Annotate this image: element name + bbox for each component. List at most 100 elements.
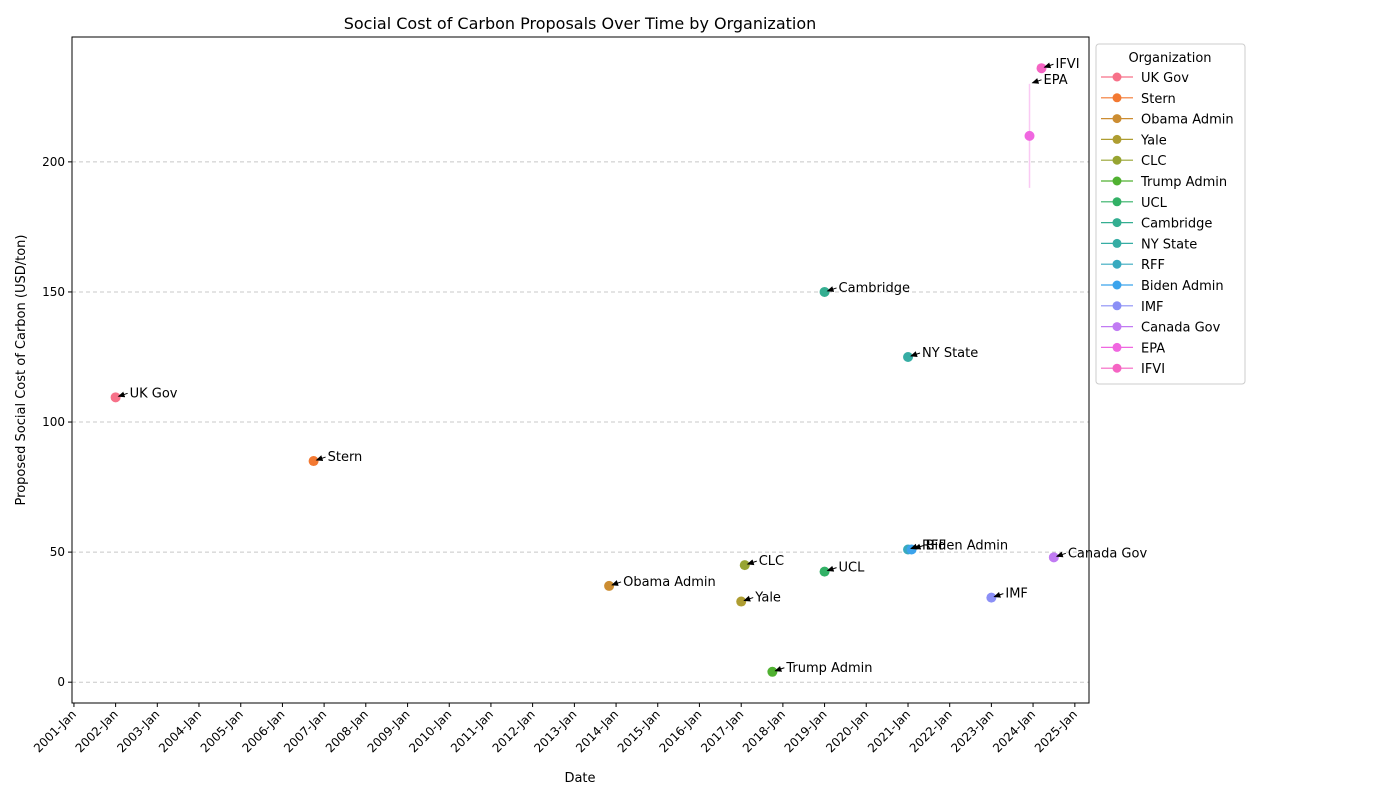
x-tick-label: 2005-Jan <box>198 707 246 755</box>
legend-item-ny-state[interactable]: NY State <box>1141 237 1197 252</box>
annotation-label: Trump Admin <box>785 661 872 676</box>
annotation-label: CLC <box>759 554 784 569</box>
annotation-label: IMF <box>1005 587 1028 602</box>
legend-item-trump-admin[interactable]: Trump Admin <box>1140 175 1227 190</box>
annotation-label: Obama Admin <box>623 575 716 590</box>
annotation-label: Yale <box>754 591 781 606</box>
x-tick-label: 2015-Jan <box>615 707 663 755</box>
y-axis-label: Proposed Social Cost of Carbon (USD/ton) <box>14 235 29 506</box>
annotation-arrow <box>826 286 837 292</box>
plot-frame <box>71 36 1090 704</box>
legend-marker <box>1112 259 1122 269</box>
legend-item-yale[interactable]: Yale <box>1140 133 1167 148</box>
legend-item-imf[interactable]: IMF <box>1141 300 1164 315</box>
legend-marker <box>1112 176 1122 186</box>
x-tick-label: 2001-Jan <box>31 707 79 755</box>
annotation-layer: UK Gov Stern Obama Admin Yale CLC Trump Admin… <box>117 57 1148 676</box>
annotation-label: EPA <box>1044 73 1068 88</box>
x-tick-label: 2012-Jan <box>490 707 538 755</box>
annotation-label: UK Gov <box>130 386 178 401</box>
annotation-label: RFF <box>922 539 946 554</box>
annotation-arrow <box>1043 62 1054 69</box>
legend-marker <box>1112 218 1122 228</box>
data-point-uk-gov[interactable] <box>110 392 121 403</box>
legend-item-obama-admin[interactable]: Obama Admin <box>1141 113 1234 128</box>
x-tick-label: 2013-Jan <box>531 707 579 755</box>
data-point-epa[interactable] <box>1024 130 1035 141</box>
x-tick-label: 2011-Jan <box>448 707 496 755</box>
legend-marker <box>1112 93 1122 103</box>
data-point-trump-admin[interactable] <box>767 666 778 677</box>
legend-item-ifvi[interactable]: IFVI <box>1141 362 1165 377</box>
data-point-imf[interactable] <box>986 592 997 603</box>
legend-item-stern[interactable]: Stern <box>1141 92 1176 107</box>
legend-marker <box>1112 322 1122 332</box>
legend-item-canada-gov[interactable]: Canada Gov <box>1141 321 1221 336</box>
x-tick-label: 2022-Jan <box>907 707 955 755</box>
data-point-yale[interactable] <box>736 596 747 607</box>
x-tick-label: 2019-Jan <box>782 707 830 755</box>
data-point-stern[interactable] <box>308 456 319 467</box>
x-tick-label: 2008-Jan <box>323 707 371 755</box>
x-axis-label: Date <box>564 771 595 786</box>
legend-box <box>1095 43 1246 385</box>
annotation-arrow <box>910 351 921 357</box>
x-tick-label: 2020-Jan <box>823 707 871 755</box>
annotation-arrow <box>1055 551 1066 558</box>
data-point-canada-gov[interactable] <box>1048 552 1059 563</box>
annotation-label: Stern <box>328 450 363 465</box>
annotation-arrow <box>913 543 924 550</box>
annotation-label: Biden Admin <box>926 539 1009 554</box>
x-tick-label: 2021-Jan <box>865 707 913 755</box>
legend-marker <box>1112 301 1122 311</box>
data-point-ny-state[interactable] <box>903 351 914 362</box>
x-tick-label: 2018-Jan <box>740 707 788 755</box>
x-tick-label: 2014-Jan <box>573 707 621 755</box>
legend-item-uk-gov[interactable]: UK Gov <box>1141 71 1189 86</box>
legend-marker <box>1112 72 1122 82</box>
legend-title: Organization <box>1128 51 1211 66</box>
x-tick-label: 2017-Jan <box>698 707 746 755</box>
annotation-arrow <box>774 666 785 672</box>
point-layer <box>110 63 1059 677</box>
legend-marker <box>1112 134 1122 144</box>
y-tick-label: 50 <box>50 545 65 559</box>
data-point-obama-admin[interactable] <box>604 580 615 591</box>
chart-title: Social Cost of Carbon Proposals Over Tim… <box>344 14 817 33</box>
grid-layer <box>72 161 1089 683</box>
annotation-label: Canada Gov <box>1068 546 1148 561</box>
data-point-ifvi[interactable] <box>1036 63 1047 74</box>
x-tick-label: 2016-Jan <box>656 707 704 755</box>
data-point-biden-admin[interactable] <box>906 544 917 555</box>
annotation-arrow <box>1031 78 1042 84</box>
annotation-arrow <box>993 591 1004 598</box>
legend-item-biden-admin[interactable]: Biden Admin <box>1141 279 1224 294</box>
legend-marker <box>1112 114 1122 124</box>
annotation-arrow <box>746 559 757 566</box>
y-tick-label: 100 <box>42 415 65 429</box>
x-tick-label: 2003-Jan <box>114 707 162 755</box>
legend-marker <box>1112 238 1122 248</box>
x-tick-label: 2002-Jan <box>73 707 121 755</box>
legend-marker <box>1112 280 1122 290</box>
legend-marker <box>1112 363 1122 373</box>
legend-item-cambridge[interactable]: Cambridge <box>1141 217 1212 232</box>
legend-item-epa[interactable]: EPA <box>1141 341 1165 356</box>
data-point-ucl[interactable] <box>819 566 830 577</box>
x-tick-label: 2009-Jan <box>365 707 413 755</box>
annotation-label: Cambridge <box>839 281 910 296</box>
legend-item-rff[interactable]: RFF <box>1141 258 1165 273</box>
y-axis: 0 50 100 150 200 <box>42 155 72 689</box>
x-tick-label: 2025-Jan <box>1032 707 1080 755</box>
data-point-cambridge[interactable] <box>819 286 830 297</box>
y-tick-label: 200 <box>42 155 65 169</box>
annotation-label: NY State <box>922 346 978 361</box>
legend-item-ucl[interactable]: UCL <box>1141 196 1168 211</box>
annotation-arrow <box>743 595 754 602</box>
legend-item-clc[interactable]: CLC <box>1141 154 1166 169</box>
data-point-clc[interactable] <box>739 560 750 571</box>
annotation-arrow <box>117 391 128 398</box>
legend-marker <box>1112 155 1122 165</box>
